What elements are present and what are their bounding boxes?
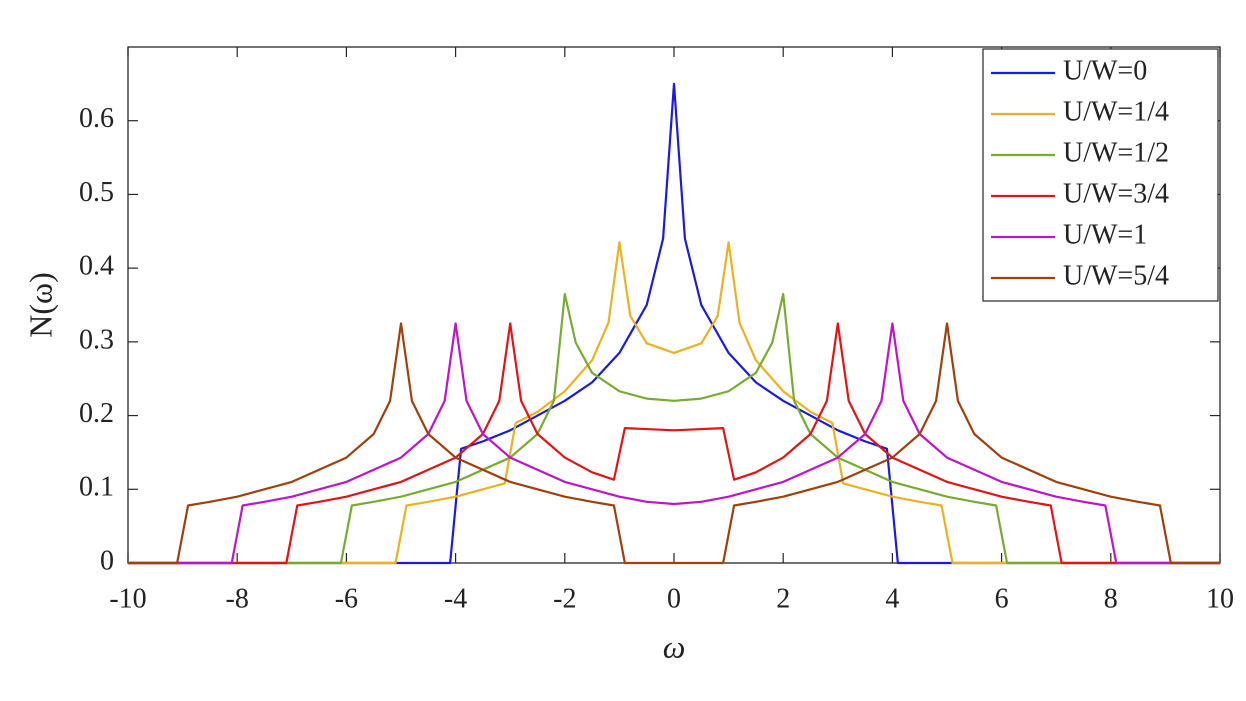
x-tick-label: 2	[776, 583, 790, 614]
y-tick-label: 0.4	[79, 251, 114, 282]
y-tick-label: 0.6	[79, 103, 114, 134]
series-line	[128, 322, 1220, 565]
legend-label: U/W=1/4	[1063, 96, 1169, 127]
y-tick-label: 0.2	[79, 398, 114, 429]
series-line	[128, 322, 1220, 565]
legend-label: U/W=0	[1063, 55, 1147, 86]
series-line	[128, 292, 1220, 565]
y-tick-label: 0.5	[79, 177, 114, 208]
series-line	[128, 322, 1220, 565]
legend-label: U/W=1	[1063, 219, 1147, 250]
x-axis-label: ω	[663, 628, 686, 664]
x-tick-label: -8	[226, 583, 249, 614]
y-tick-label: 0.1	[79, 472, 114, 503]
x-tick-label: -2	[553, 583, 576, 614]
x-tick-label: -4	[444, 583, 467, 614]
x-tick-label: 0	[667, 583, 681, 614]
x-tick-label: 4	[885, 583, 899, 614]
legend-box	[982, 48, 1219, 302]
y-axis-label: N(ω)	[22, 272, 58, 337]
x-tick-label: 8	[1104, 583, 1118, 614]
x-tick-label: 10	[1206, 583, 1234, 614]
x-tick-label: 6	[995, 583, 1009, 614]
series-line	[128, 241, 1220, 565]
y-tick-label: 0.3	[79, 324, 114, 355]
legend-label: U/W=5/4	[1063, 260, 1169, 291]
legend-label: U/W=1/2	[1063, 137, 1169, 168]
series-line	[128, 82, 1220, 565]
x-tick-label: -10	[109, 583, 146, 614]
legend-label: U/W=3/4	[1063, 178, 1169, 209]
x-tick-label: -6	[335, 583, 358, 614]
y-tick-label: 0	[100, 545, 114, 576]
